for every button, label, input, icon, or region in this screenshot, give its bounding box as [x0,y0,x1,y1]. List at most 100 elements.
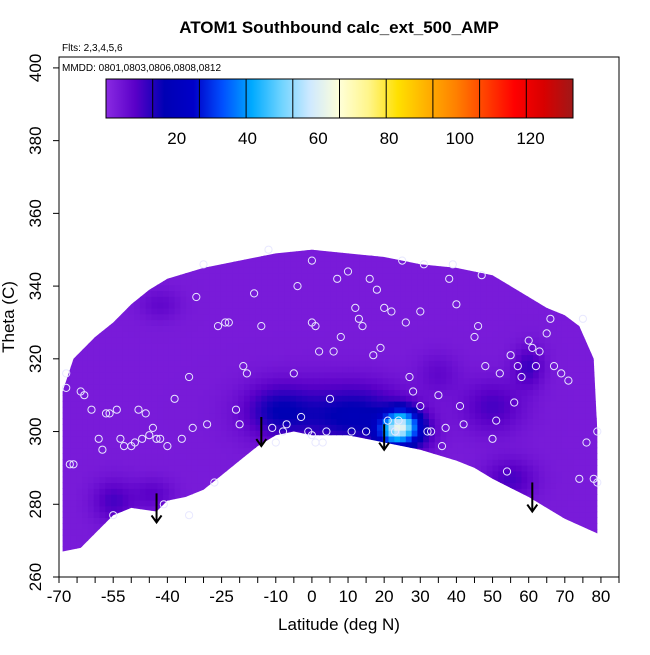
heatmap-cell [197,296,205,303]
heatmap-cell [255,441,262,449]
heatmap-cell [480,395,488,402]
heatmap-cell [272,354,280,361]
heatmap-cell [550,319,557,326]
heatmap-cell [93,529,101,536]
heatmap-cell [428,302,436,309]
heatmap-cell [180,278,187,286]
heatmap-cell [324,261,332,268]
heatmap-cell [180,534,187,542]
heatmap-cell [417,371,424,379]
heatmap-cell [504,511,511,518]
heatmap-cell [93,290,101,297]
heatmap-cell [238,406,245,414]
heatmap-cell [261,435,268,443]
heatmap-cell [359,418,366,425]
heatmap-cell [423,529,430,536]
heatmap-cell [272,494,280,501]
heatmap-cell [99,296,106,303]
heatmap-cell [544,383,551,390]
heatmap-cell [382,319,390,326]
heatmap-cell [134,401,141,408]
heatmap-cell [122,296,129,303]
heatmap-cell [336,249,343,251]
heatmap-cell [64,366,72,373]
heatmap-cell [440,249,447,251]
heatmap-cell [457,546,465,552]
heatmap-cell [423,348,430,356]
heatmap-cell [365,342,372,350]
heatmap-cell [469,459,476,466]
heatmap-cell [209,377,216,385]
heatmap-cell [70,418,77,425]
heatmap-cell [463,249,471,251]
heatmap-cell [550,232,556,238]
heatmap-cell [533,465,540,472]
heatmap-cell [492,290,499,297]
heatmap-cell [87,366,95,373]
heatmap-cell [556,540,563,548]
heatmap-cell [544,453,551,460]
heatmap-cell [400,325,407,332]
heatmap-cell [186,366,193,373]
heatmap-cell [434,319,442,326]
heatmap-cell [544,435,551,443]
heatmap-cell [76,406,83,414]
heatmap-cell [82,319,89,326]
heatmap-cell [209,267,216,274]
heatmap-cell [463,267,471,274]
heatmap-cell [394,360,401,367]
heatmap-cell [434,249,442,257]
heatmap-cell [255,511,262,518]
heatmap-cell [267,302,274,309]
heatmap-cell [405,430,413,437]
heatmap-cell [226,284,234,292]
heatmap-cell [243,278,251,286]
heatmap-cell [371,441,378,449]
heatmap-cell [284,558,290,564]
heatmap-cell [550,430,557,437]
heatmap-cell [452,371,459,379]
heatmap-cell [492,267,499,274]
heatmap-cell [538,319,546,326]
heatmap-cell [139,529,147,536]
heatmap-cell [383,558,389,564]
heatmap-cell [353,337,361,344]
heatmap-cell [255,267,262,274]
heatmap-cell [371,290,378,297]
heatmap-cell [342,523,349,530]
heatmap-cell [87,290,95,297]
heatmap-cell [134,505,141,513]
heatmap-cell [151,412,158,420]
heatmap-cell [226,476,234,484]
heatmap-cell [215,249,222,251]
heatmap-cell [469,511,476,518]
heatmap-cell [313,331,320,338]
chart-title: ATOM1 Southbound calc_ext_500_AMP [179,18,499,37]
heatmap-cell [330,302,338,309]
heatmap-cell [175,238,181,244]
heatmap-cell [405,307,413,315]
heatmap-cell [486,261,494,268]
heatmap-cell [441,238,447,244]
heatmap-cell [538,331,546,338]
heatmap-cell [221,232,227,238]
heatmap-cell [319,290,326,297]
heatmap-cell [400,494,407,501]
heatmap-cell [330,290,338,297]
heatmap-cell [209,435,216,443]
heatmap-cell [278,249,286,257]
heatmap-cell [204,564,210,570]
heatmap-cell [480,482,488,489]
heatmap-cell [82,511,89,518]
heatmap-cell [348,406,355,414]
heatmap-cell [336,453,343,460]
heatmap-cell [272,383,280,390]
heatmap-cell [168,546,176,552]
heatmap-cell [243,377,251,385]
heatmap-cell [93,499,101,507]
heatmap-cell [457,302,465,309]
heatmap-cell [64,424,72,431]
heatmap-cell [452,389,459,396]
heatmap-cell [400,249,407,257]
heatmap-cell [267,278,274,286]
